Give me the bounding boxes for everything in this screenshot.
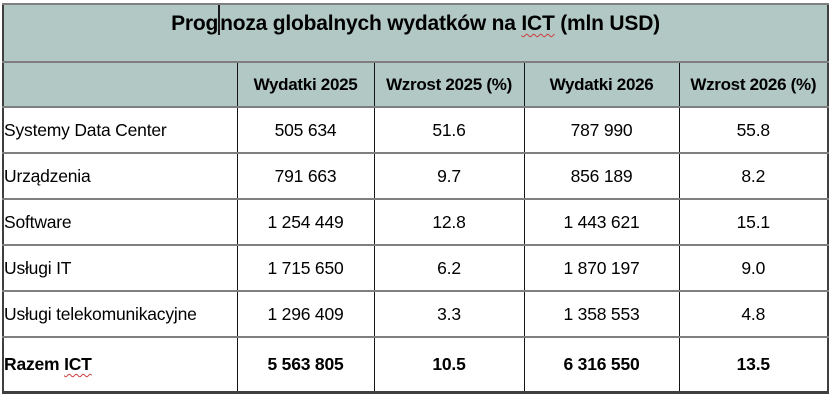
value-cell[interactable]: 505 634: [236, 106, 375, 154]
row-label-cell[interactable]: Usługi IT: [2, 244, 238, 292]
value-cell[interactable]: 787 990: [523, 106, 680, 154]
row-label-cell[interactable]: Usługi telekomunikacyjne: [2, 290, 238, 338]
header-cell-wydatki-2025[interactable]: Wydatki 2025: [236, 61, 375, 108]
title-flagged-word: ICT: [521, 12, 555, 35]
value-cell[interactable]: 55.8: [678, 106, 829, 154]
title-row: Prognoza globalnych wydatków na ICT (mln…: [2, 3, 829, 63]
ict-spending-table: Prognoza globalnych wydatków na ICT (mln…: [2, 3, 830, 394]
value-cell[interactable]: 856 189: [523, 152, 680, 200]
total-value-cell[interactable]: 13.5: [678, 336, 829, 394]
table-title-cell[interactable]: Prognoza globalnych wydatków na ICT (mln…: [2, 3, 829, 63]
value-cell[interactable]: 791 663: [236, 152, 375, 200]
value-cell[interactable]: 1 870 197: [523, 244, 680, 292]
header-row: Wydatki 2025 Wzrost 2025 (%) Wydatki 202…: [2, 61, 829, 108]
value-cell[interactable]: 9.0: [678, 244, 829, 292]
total-row: Razem ICT 5 563 805 10.5 6 316 550 13.5: [2, 336, 829, 394]
header-cell-wydatki-2026[interactable]: Wydatki 2026: [523, 61, 680, 108]
value-cell[interactable]: 12.8: [373, 198, 525, 246]
table-row: Usługi IT 1 715 650 6.2 1 870 197 9.0: [2, 244, 829, 292]
value-cell[interactable]: 6.2: [373, 244, 525, 292]
title-text-part2: noza globalnych wydatków na: [220, 12, 522, 35]
title-text-part1: Prog: [171, 12, 219, 35]
value-cell[interactable]: 1 443 621: [523, 198, 680, 246]
table-row: Urządzenia 791 663 9.7 856 189 8.2: [2, 152, 829, 200]
header-cell-wzrost-2026[interactable]: Wzrost 2026 (%): [678, 61, 829, 108]
value-cell[interactable]: 1 296 409: [236, 290, 375, 338]
value-cell[interactable]: 3.3: [373, 290, 525, 338]
header-cell-wzrost-2025[interactable]: Wzrost 2025 (%): [373, 61, 525, 108]
value-cell[interactable]: 8.2: [678, 152, 829, 200]
table-row: Systemy Data Center 505 634 51.6 787 990…: [2, 106, 829, 154]
total-value-cell[interactable]: 5 563 805: [236, 336, 375, 394]
value-cell[interactable]: 4.8: [678, 290, 829, 338]
header-cell-empty[interactable]: [2, 61, 238, 108]
total-value-cell[interactable]: 6 316 550: [523, 336, 680, 394]
value-cell[interactable]: 1 254 449: [236, 198, 375, 246]
value-cell[interactable]: 9.7: [373, 152, 525, 200]
value-cell[interactable]: 51.6: [373, 106, 525, 154]
total-value-cell[interactable]: 10.5: [373, 336, 525, 394]
table-row: Software 1 254 449 12.8 1 443 621 15.1: [2, 198, 829, 246]
row-label-cell[interactable]: Software: [2, 198, 238, 246]
total-label-cell[interactable]: Razem ICT: [2, 336, 238, 394]
row-label-cell[interactable]: Urządzenia: [2, 152, 238, 200]
table-row: Usługi telekomunikacyjne 1 296 409 3.3 1…: [2, 290, 829, 338]
title-text-suffix: (mln USD): [554, 12, 660, 35]
value-cell[interactable]: 1 358 553: [523, 290, 680, 338]
total-label-prefix: Razem: [4, 354, 65, 374]
value-cell[interactable]: 1 715 650: [236, 244, 375, 292]
document-page: Prognoza globalnych wydatków na ICT (mln…: [0, 3, 832, 394]
value-cell[interactable]: 15.1: [678, 198, 829, 246]
total-flagged-word: ICT: [64, 354, 92, 374]
row-label-cell[interactable]: Systemy Data Center: [2, 106, 238, 154]
text-caret: [218, 6, 220, 35]
